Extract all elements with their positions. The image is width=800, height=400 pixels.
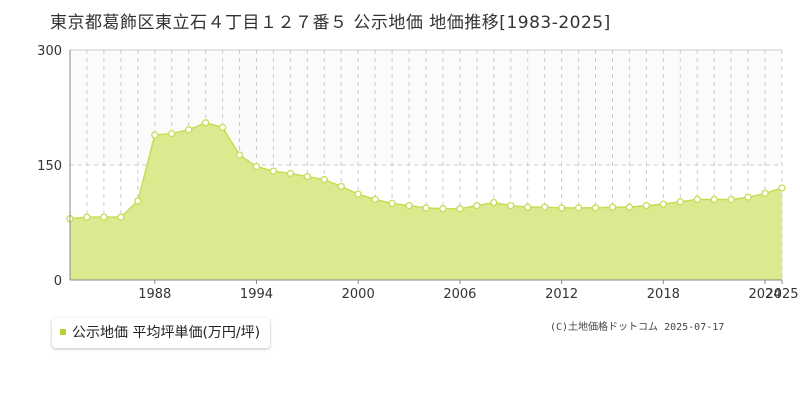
- data-point: [557, 204, 566, 212]
- data-point: [659, 200, 667, 208]
- x-tick-label: 2006: [443, 287, 476, 302]
- data-point: [303, 172, 311, 181]
- copyright: (C)土地価格ドットコム 2025-07-17: [550, 322, 725, 333]
- data-point: [727, 195, 735, 204]
- data-point: [507, 201, 515, 210]
- x-tick-label: 2018: [647, 287, 680, 302]
- x-tick-label: 2000: [342, 287, 375, 302]
- data-point: [185, 126, 193, 134]
- data-point: [456, 205, 464, 213]
- data-point: [201, 119, 210, 127]
- data-point: [778, 184, 786, 192]
- chart-title: 東京都葛飾区東立石４丁目１２７番５ 公示地価 地価推移[1983-2025]: [50, 13, 611, 33]
- legend: 公示地価 平均坪単価(万円/坪): [52, 318, 271, 348]
- y-tick-label: 300: [37, 44, 62, 59]
- data-point: [625, 203, 634, 211]
- data-point: [286, 169, 295, 178]
- data-point: [83, 213, 91, 221]
- data-point: [473, 201, 481, 210]
- data-point: [439, 205, 447, 213]
- data-point: [591, 204, 600, 212]
- x-tick-label: 2012: [545, 287, 578, 302]
- data-point: [218, 123, 227, 132]
- data-point: [405, 201, 413, 210]
- x-tick-label: 1994: [240, 287, 273, 302]
- y-tick-labels: 0 150 300: [37, 44, 62, 289]
- data-point: [388, 199, 396, 207]
- data-point: [524, 203, 532, 211]
- data-point: [151, 131, 159, 139]
- data-point: [134, 197, 142, 205]
- data-point: [710, 195, 718, 204]
- data-point: [354, 190, 362, 198]
- data-point: [252, 162, 261, 171]
- data-point: [168, 129, 176, 138]
- data-point: [100, 213, 108, 221]
- data-point: [117, 213, 125, 221]
- x-tick-label: 2025: [765, 287, 798, 302]
- y-tick-label: 150: [37, 159, 62, 174]
- data-point: [676, 198, 684, 206]
- legend-label: 公示地価 平均坪単価(万円/坪): [72, 325, 261, 341]
- data-point: [490, 198, 498, 207]
- data-point: [693, 195, 701, 204]
- data-point: [422, 204, 430, 212]
- series-markers: [66, 119, 786, 223]
- data-point: [269, 167, 278, 175]
- data-point: [574, 204, 583, 212]
- x-tick-label: 1988: [138, 287, 171, 302]
- data-point: [642, 201, 651, 210]
- x-tick-label: 2024: [749, 287, 782, 302]
- legend-swatch: [60, 329, 66, 335]
- data-point: [235, 151, 244, 159]
- data-point: [371, 195, 379, 204]
- data-point: [608, 203, 617, 211]
- data-point: [541, 203, 549, 211]
- series-area: [70, 122, 782, 280]
- data-point: [337, 182, 345, 191]
- data-point: [320, 175, 328, 184]
- y-tick-label: 0: [54, 274, 62, 289]
- data-point: [744, 193, 752, 201]
- data-point: [761, 189, 769, 198]
